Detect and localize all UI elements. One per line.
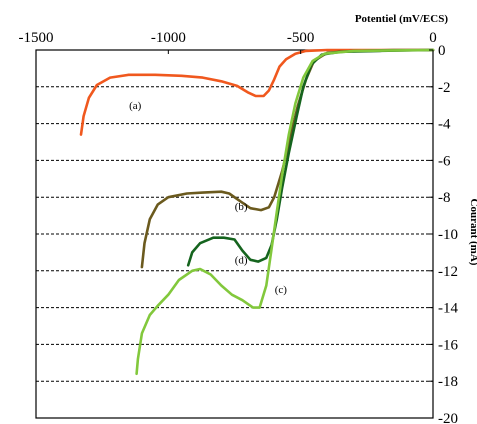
series-label: (b) [235, 201, 248, 213]
x-tick-label: -1000 [151, 30, 186, 46]
x-tick-label: 0 [429, 30, 437, 46]
y-axis-title: Courant (mA) [468, 199, 477, 266]
series-label: (a) [129, 100, 142, 112]
y-axis-ticks: 0 -2 -4 -6 -8 -10 -12 -14 -16 -18 -20 [429, 43, 458, 424]
y-tick-label: -6 [438, 153, 451, 169]
series-label: (d) [235, 254, 248, 266]
series-line [79, 48, 435, 136]
x-tick-label: -1500 [19, 30, 54, 46]
series-curves [79, 48, 435, 376]
y-tick-label: -8 [438, 190, 451, 206]
y-tick-label: -2 [438, 80, 451, 96]
y-tick-label: -20 [438, 411, 458, 424]
y-tick-label: -4 [438, 117, 451, 133]
y-tick-label: -14 [438, 301, 458, 317]
gridlines [36, 86, 433, 382]
y-tick-label: -10 [438, 227, 458, 243]
y-tick-label: -18 [438, 374, 458, 390]
series-line [135, 48, 435, 376]
y-tick-label: -16 [438, 337, 458, 353]
x-tick-label: -500 [287, 30, 315, 46]
y-tick-label: 0 [438, 43, 446, 59]
y-tick-label: -12 [438, 264, 458, 280]
x-axis-ticks: -1500 -1000 -500 0 [19, 30, 437, 54]
x-axis-title: Potentiel (mV/ECS) [355, 13, 449, 25]
series-label: (c) [275, 284, 288, 296]
series-labels: (a) (b) (d) (c) [129, 100, 287, 296]
